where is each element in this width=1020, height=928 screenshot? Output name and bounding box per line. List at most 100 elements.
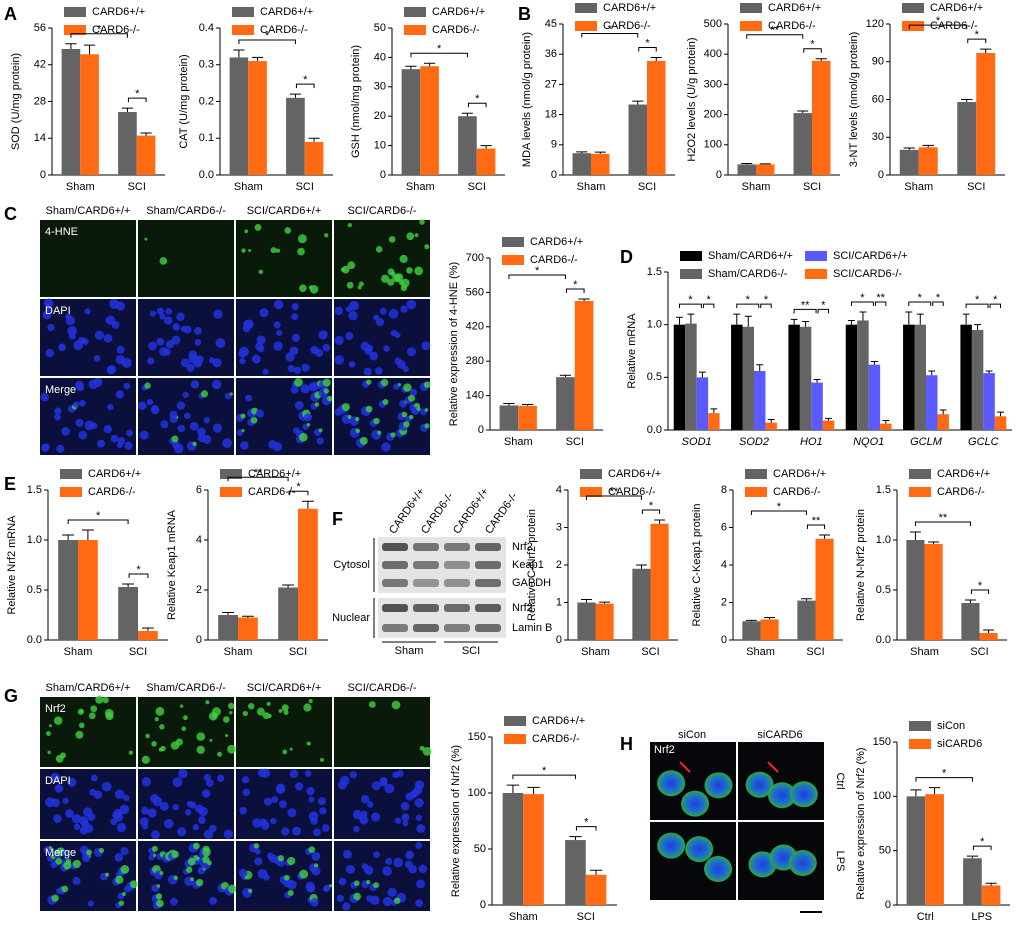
bar [983, 373, 995, 430]
legend-label: CARD6+/+ [530, 236, 583, 248]
y-tick-label: 100 [873, 790, 891, 802]
stain-signal [380, 378, 389, 387]
nucleus [123, 382, 131, 390]
error-bar [578, 298, 590, 301]
stain-signal [78, 722, 85, 729]
x-tick-label: SOD2 [739, 436, 769, 448]
nucleus [84, 308, 91, 315]
x-tick-label: Ctrl [917, 911, 934, 923]
nucleus [40, 392, 49, 402]
significance-bracket [585, 495, 642, 500]
stain-signal [88, 712, 96, 720]
stain-signal [145, 733, 150, 739]
blot-band [413, 624, 439, 632]
legend-swatch [909, 469, 931, 479]
bar [502, 793, 524, 905]
stain-signal [192, 441, 197, 447]
nucleus [260, 820, 270, 830]
legend-swatch [902, 21, 924, 31]
legend-label: siCon [937, 720, 965, 732]
x-tick-label: Sham [577, 181, 606, 193]
bar [937, 414, 949, 430]
nucleus [402, 820, 409, 827]
error-bar [741, 163, 753, 165]
stain-signal [181, 726, 187, 732]
blot-band [475, 561, 501, 569]
x-tick-label: LPS [971, 911, 992, 923]
nucleus [345, 306, 352, 313]
significance-label: * [649, 500, 654, 512]
nucleus [73, 823, 81, 831]
nucleus [101, 781, 112, 792]
nucleus [366, 344, 374, 352]
bar [218, 615, 238, 640]
nucleus [149, 310, 157, 317]
stain-signal [423, 381, 431, 389]
x-tick-label: SCI [129, 646, 147, 658]
stain-signal [406, 232, 415, 241]
nucleus [75, 380, 84, 390]
error-bar [815, 58, 827, 61]
nucleus [223, 829, 233, 839]
image-header: Sham/CARD6+/+ [46, 682, 131, 694]
stain-signal [196, 732, 206, 741]
significance-label: * [918, 292, 923, 304]
nucleus [120, 846, 129, 856]
y-tick-label: 60 [872, 93, 884, 105]
nucleus [201, 789, 211, 798]
significance-bracket [932, 301, 944, 307]
stain-signal [209, 738, 213, 742]
stain-signal [159, 257, 168, 265]
nucleus [394, 817, 402, 824]
significance-label: * [764, 294, 769, 306]
significance-bracket [746, 34, 804, 39]
nucleus [222, 438, 233, 449]
nucleus [287, 808, 297, 818]
nucleus [273, 321, 281, 329]
significance-label: * [136, 564, 141, 576]
nucleus [50, 861, 57, 869]
bar [80, 54, 99, 175]
nucleus [43, 298, 54, 308]
stain-signal [254, 223, 262, 231]
legend-label: CARD6-/- [260, 24, 308, 36]
nucleus [342, 902, 351, 911]
x-tick-label: Sham [224, 646, 253, 658]
y-axis-label: Relative C-Nrf2 protein [526, 509, 538, 621]
x-tick-label: SOD1 [682, 436, 712, 448]
y-tick-label: 500 [704, 18, 722, 30]
band-label: GAPDH [512, 577, 551, 589]
y-axis-label: 3-NT levels (nmol/g protein) [848, 32, 860, 168]
stain-signal [373, 417, 380, 425]
nucleus [308, 382, 319, 392]
error-bar [140, 132, 152, 136]
y-tick-label: 50 [374, 22, 386, 34]
stain-signal [419, 219, 425, 225]
y-tick-label: 4 [721, 559, 727, 571]
error-bar [687, 313, 695, 324]
arrow [767, 761, 779, 773]
bar [880, 423, 892, 430]
bar [238, 617, 258, 640]
error-bar [974, 324, 982, 330]
stain-signal [306, 422, 311, 427]
band-label: Nrf2 [512, 541, 533, 553]
bar [298, 508, 318, 640]
y-axis-label: Relative expression of Nrf2 (%) [450, 745, 462, 897]
nucleus [305, 881, 315, 892]
nucleus [160, 420, 169, 429]
bar [401, 69, 421, 175]
error-bar [870, 361, 878, 365]
nucleus [239, 346, 249, 357]
significance-label: ** [770, 25, 779, 37]
x-tick-label: SCI [641, 646, 659, 658]
stain-signal [241, 248, 246, 253]
nucleus [137, 401, 147, 411]
nucleus [334, 335, 344, 346]
nucleus [379, 307, 387, 315]
nucleus [334, 408, 343, 416]
stain-signal [158, 747, 163, 752]
bar [822, 420, 835, 430]
legend-swatch [909, 487, 931, 497]
significance-bracket [127, 97, 147, 103]
